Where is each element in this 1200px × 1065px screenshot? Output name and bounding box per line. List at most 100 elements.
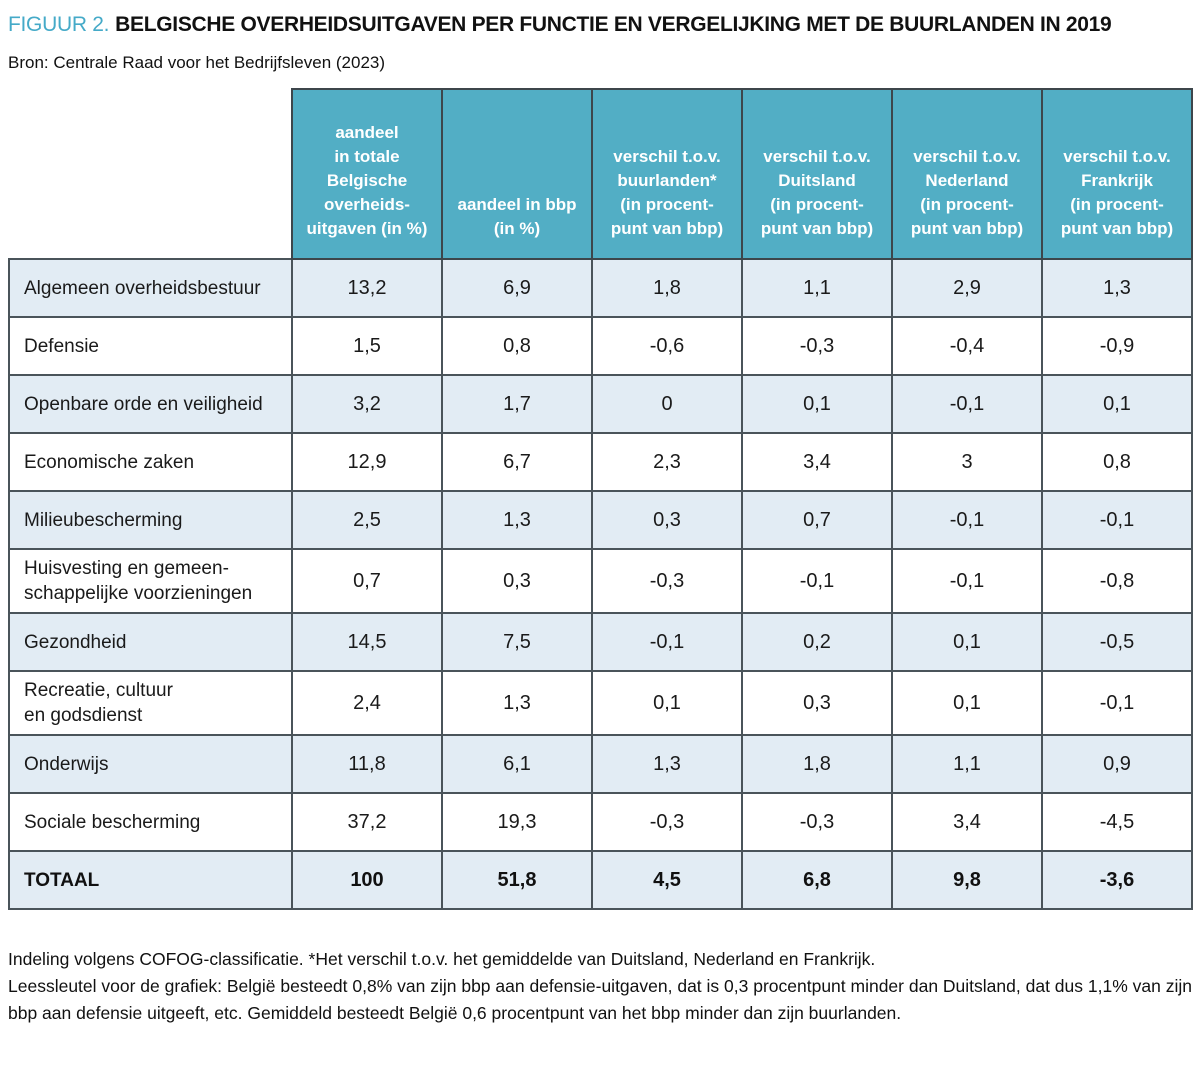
column-header: verschil t.o.v. Duitsland (in procent- p… (741, 88, 893, 260)
value-cell: -0,1 (891, 374, 1043, 434)
row-label: Openbare orde en veiligheid (8, 374, 293, 434)
value-cell: 2,3 (591, 432, 743, 492)
value-cell: -0,3 (591, 548, 743, 614)
value-cell: 2,9 (891, 258, 1043, 318)
value-cell: 1,3 (441, 670, 593, 736)
footnote-line: Indeling volgens COFOG-classificatie. *H… (8, 949, 876, 969)
row-label: TOTAAL (8, 850, 293, 910)
row-label: Algemeen overheidsbestuur (8, 258, 293, 318)
value-cell: -0,3 (741, 316, 893, 376)
value-cell: 4,5 (591, 850, 743, 910)
table-row: Gezondheid 14,5 7,5 -0,1 0,2 0,1 -0,5 (8, 612, 1193, 672)
value-cell: 0,8 (441, 316, 593, 376)
expenditure-table: aandeel in totale Belgische overheids- u… (8, 88, 1193, 910)
row-label: Defensie (8, 316, 293, 376)
footnotes: Indeling volgens COFOG-classificatie. *H… (8, 946, 1192, 1027)
column-header: aandeel in bbp (in %) (441, 88, 593, 260)
table-row: Milieubescherming 2,5 1,3 0,3 0,7 -0,1 -0,1 (8, 490, 1193, 550)
column-header: aandeel in totale Belgische overheids- u… (291, 88, 443, 260)
row-label: Onderwijs (8, 734, 293, 794)
value-cell: 1,3 (591, 734, 743, 794)
row-label: Recreatie, cultuur en godsdienst (8, 670, 293, 736)
value-cell: 0,8 (1041, 432, 1193, 492)
value-cell: 1,8 (591, 258, 743, 318)
row-label: Milieubescherming (8, 490, 293, 550)
value-cell: 6,7 (441, 432, 593, 492)
value-cell: -3,6 (1041, 850, 1193, 910)
value-cell: -0,1 (1041, 670, 1193, 736)
row-label: Sociale bescherming (8, 792, 293, 852)
figure-number: FIGUUR 2. (8, 13, 110, 36)
value-cell: -4,5 (1041, 792, 1193, 852)
value-cell: 37,2 (291, 792, 443, 852)
value-cell: 19,3 (441, 792, 593, 852)
value-cell: -0,1 (591, 612, 743, 672)
figure-page: FIGUUR 2. BELGISCHE OVERHEIDSUITGAVEN PER… (8, 12, 1193, 1027)
value-cell: -0,9 (1041, 316, 1193, 376)
value-cell: 0,9 (1041, 734, 1193, 794)
value-cell: 0,3 (741, 670, 893, 736)
value-cell: 0,7 (291, 548, 443, 614)
column-header: verschil t.o.v. Frankrijk (in procent- p… (1041, 88, 1193, 260)
table-row: Onderwijs 11,8 6,1 1,3 1,8 1,1 0,9 (8, 734, 1193, 794)
value-cell: -0,5 (1041, 612, 1193, 672)
table-body: Algemeen overheidsbestuur 13,2 6,9 1,8 1,1 2,… (8, 258, 1193, 910)
value-cell: 1,5 (291, 316, 443, 376)
value-cell: 14,5 (291, 612, 443, 672)
value-cell: 3,2 (291, 374, 443, 434)
value-cell: 3,4 (891, 792, 1043, 852)
value-cell: -0,6 (591, 316, 743, 376)
value-cell: -0,1 (1041, 490, 1193, 550)
table-row: Algemeen overheidsbestuur 13,2 6,9 1,8 1,1 2,… (8, 258, 1193, 318)
value-cell: 0,2 (741, 612, 893, 672)
value-cell: 7,5 (441, 612, 593, 672)
table-row-total: TOTAAL 100 51,8 4,5 6,8 9,8 -3,6 (8, 850, 1193, 910)
table-row: Recreatie, cultuur en godsdienst 2,4 1,3 0,… (8, 670, 1193, 736)
value-cell: 9,8 (891, 850, 1043, 910)
value-cell: 0,3 (591, 490, 743, 550)
figure-title-text: BELGISCHE OVERHEIDSUITGAVEN PER FUNCTIE … (115, 13, 1112, 36)
value-cell: 3 (891, 432, 1043, 492)
value-cell: 1,3 (1041, 258, 1193, 318)
value-cell: 1,7 (441, 374, 593, 434)
value-cell: 6,1 (441, 734, 593, 794)
row-label: Economische zaken (8, 432, 293, 492)
value-cell: 2,5 (291, 490, 443, 550)
value-cell: 1,8 (741, 734, 893, 794)
value-cell: 100 (291, 850, 443, 910)
footnote-line: Leessleutel voor de grafiek: België best… (8, 976, 1192, 1023)
value-cell: 13,2 (291, 258, 443, 318)
value-cell: 2,4 (291, 670, 443, 736)
value-cell: 12,9 (291, 432, 443, 492)
value-cell: 51,8 (441, 850, 593, 910)
column-header: verschil t.o.v. buurlanden* (in procent-… (591, 88, 743, 260)
table-header-row: aandeel in totale Belgische overheids- u… (9, 88, 1193, 260)
value-cell: -0,1 (891, 548, 1043, 614)
column-header: verschil t.o.v. Nederland (in procent- p… (891, 88, 1043, 260)
value-cell: -0,1 (741, 548, 893, 614)
value-cell: 0,7 (741, 490, 893, 550)
value-cell: 0,1 (1041, 374, 1193, 434)
table-row: Sociale bescherming 37,2 19,3 -0,3 -0,3 3,4 -4… (8, 792, 1193, 852)
table-row: Economische zaken 12,9 6,7 2,3 3,4 3 0,8 (8, 432, 1193, 492)
value-cell: -0,3 (591, 792, 743, 852)
figure-title: FIGUUR 2. BELGISCHE OVERHEIDSUITGAVEN PER… (8, 12, 1192, 38)
table-row: Openbare orde en veiligheid 3,2 1,7 0 0,1 -0,… (8, 374, 1193, 434)
value-cell: -0,4 (891, 316, 1043, 376)
value-cell: 1,1 (891, 734, 1043, 794)
row-label: Huisvesting en gemeen- schappelijke voor… (8, 548, 293, 614)
value-cell: 6,9 (441, 258, 593, 318)
value-cell: 0 (591, 374, 743, 434)
corner-cell (9, 89, 292, 259)
value-cell: 0,1 (741, 374, 893, 434)
value-cell: 6,8 (741, 850, 893, 910)
value-cell: 1,3 (441, 490, 593, 550)
value-cell: -0,8 (1041, 548, 1193, 614)
table-row: Huisvesting en gemeen- schappelijke voor… (8, 548, 1193, 614)
value-cell: 0,1 (891, 670, 1043, 736)
value-cell: -0,1 (891, 490, 1043, 550)
value-cell: 3,4 (741, 432, 893, 492)
figure-source: Bron: Centrale Raad voor het Bedrijfslev… (8, 53, 386, 72)
value-cell: -0,3 (741, 792, 893, 852)
value-cell: 0,1 (891, 612, 1043, 672)
